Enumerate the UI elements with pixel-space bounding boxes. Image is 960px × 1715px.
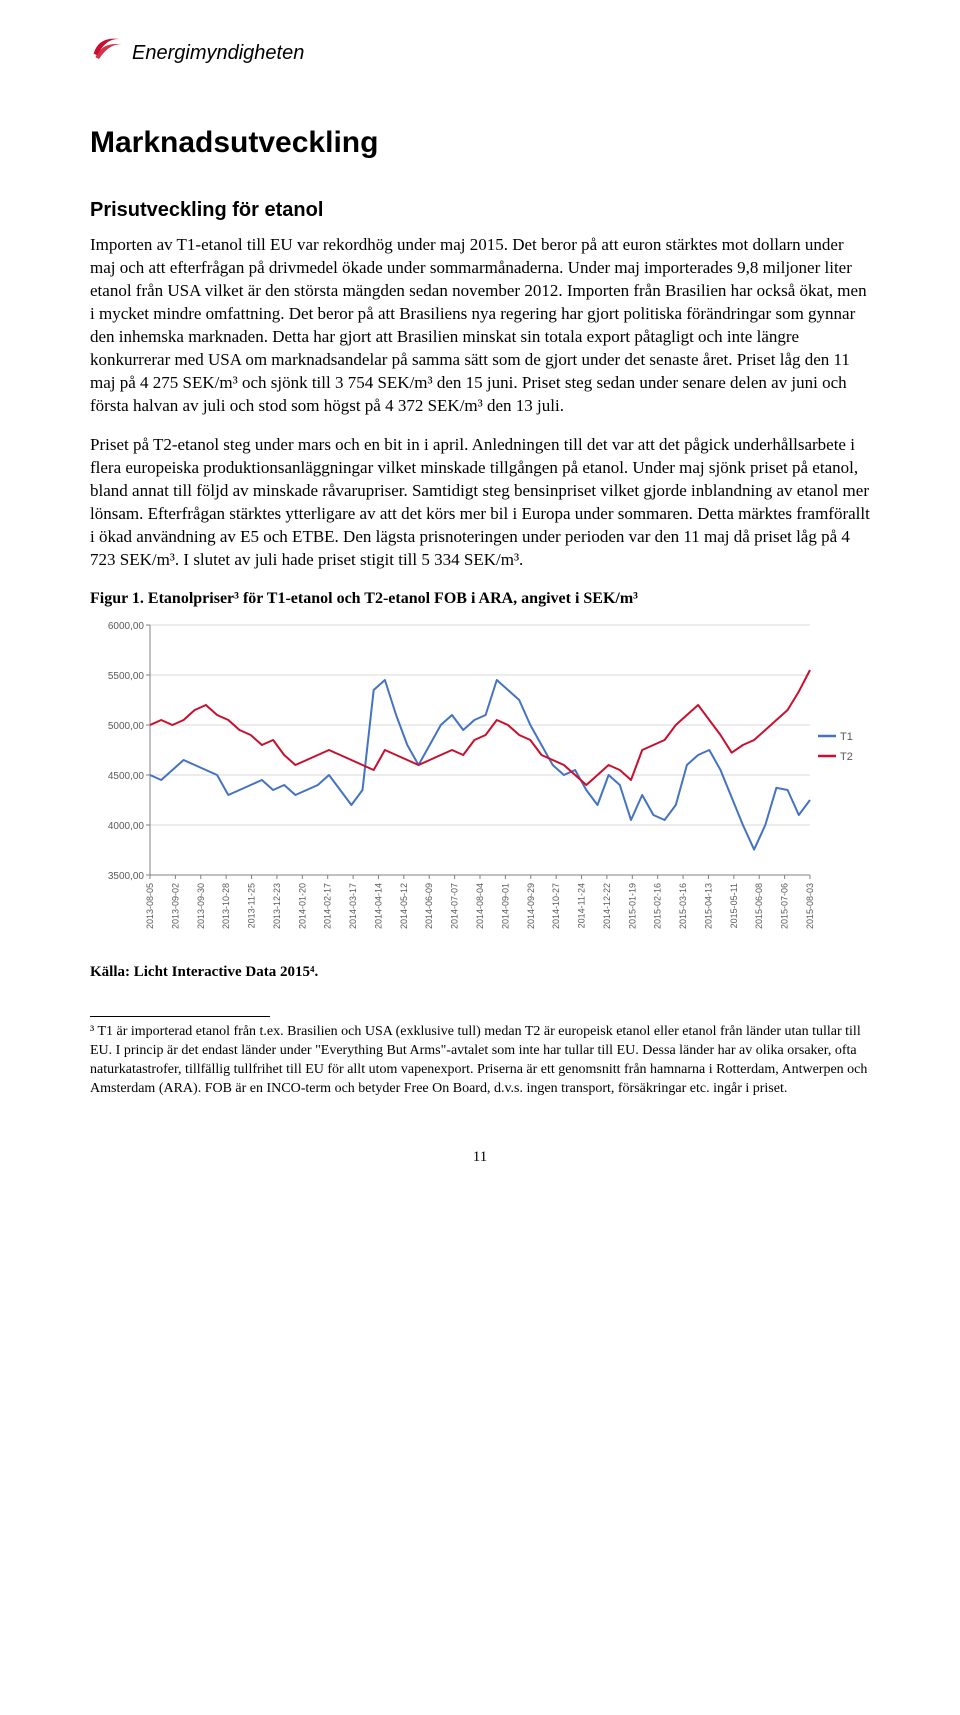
svg-text:2014-04-14: 2014-04-14 (373, 883, 383, 929)
page-title: Marknadsutveckling (90, 123, 870, 164)
svg-text:T2: T2 (840, 751, 853, 763)
svg-text:2014-01-20: 2014-01-20 (297, 883, 307, 929)
logo-swoosh-icon (90, 32, 126, 75)
page-number: 11 (90, 1147, 870, 1167)
svg-text:2014-08-04: 2014-08-04 (475, 883, 485, 929)
svg-text:2014-06-09: 2014-06-09 (424, 883, 434, 929)
svg-text:6000,00: 6000,00 (108, 621, 145, 632)
svg-text:2015-08-03: 2015-08-03 (805, 883, 815, 929)
svg-text:2015-07-06: 2015-07-06 (780, 883, 790, 929)
svg-text:4000,00: 4000,00 (108, 821, 145, 832)
figure-caption: Figur 1. Etanolpriser³ för T1-etanol och… (90, 588, 870, 610)
svg-text:2014-11-24: 2014-11-24 (577, 883, 587, 928)
svg-text:2013-08-05: 2013-08-05 (145, 883, 155, 929)
svg-text:2014-09-01: 2014-09-01 (500, 883, 510, 929)
svg-text:2013-09-02: 2013-09-02 (170, 883, 180, 929)
svg-text:2015-03-16: 2015-03-16 (678, 883, 688, 929)
brand-logo: Energimyndigheten (90, 32, 870, 75)
ethanol-price-chart: 3500,00 4000,00 4500,00 5000,00 5500,00 6000,… (90, 615, 870, 952)
section-heading: Prisutveckling för etanol (90, 197, 870, 224)
figure-source: Källa: Licht Interactive Data 2015⁴. (90, 962, 870, 982)
svg-text:2013-10-28: 2013-10-28 (221, 883, 231, 929)
svg-text:2013-11-25: 2013-11-25 (247, 883, 257, 928)
svg-text:2014-09-29: 2014-09-29 (526, 883, 536, 929)
svg-text:2014-02-17: 2014-02-17 (323, 883, 333, 929)
svg-text:T1: T1 (840, 731, 853, 743)
brand-name: Energimyndigheten (132, 40, 304, 67)
footnote-text: ³ T1 är importerad etanol från t.ex. Bra… (90, 1023, 870, 1099)
svg-text:2014-10-27: 2014-10-27 (551, 883, 561, 929)
footnote-divider (90, 1016, 270, 1017)
svg-text:2014-07-07: 2014-07-07 (450, 883, 460, 929)
svg-text:2015-01-19: 2015-01-19 (627, 883, 637, 929)
svg-text:2014-05-12: 2014-05-12 (399, 883, 409, 929)
svg-text:5500,00: 5500,00 (108, 671, 145, 682)
paragraph-2: Priset på T2-etanol steg under mars och … (90, 434, 870, 572)
svg-text:2014-03-17: 2014-03-17 (348, 883, 358, 929)
svg-text:4500,00: 4500,00 (108, 771, 145, 782)
svg-text:2015-04-13: 2015-04-13 (703, 883, 713, 929)
svg-text:2015-06-08: 2015-06-08 (754, 883, 764, 929)
paragraph-1: Importen av T1-etanol till EU var rekord… (90, 234, 870, 418)
svg-text:5000,00: 5000,00 (108, 721, 145, 732)
svg-text:2013-12-23: 2013-12-23 (272, 883, 282, 929)
svg-text:2014-12-22: 2014-12-22 (602, 883, 612, 929)
svg-text:2015-05-11: 2015-05-11 (729, 883, 739, 928)
svg-text:2013-09-30: 2013-09-30 (196, 883, 206, 929)
svg-text:3500,00: 3500,00 (108, 871, 145, 882)
svg-text:2015-02-16: 2015-02-16 (653, 883, 663, 929)
